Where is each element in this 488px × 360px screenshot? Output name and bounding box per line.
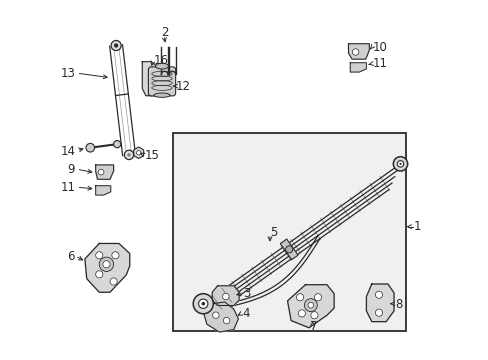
- Circle shape: [285, 246, 292, 253]
- Bar: [172, 134, 405, 330]
- Text: 15: 15: [144, 149, 160, 162]
- Circle shape: [102, 261, 110, 268]
- Circle shape: [399, 163, 401, 165]
- Circle shape: [98, 169, 104, 175]
- Circle shape: [375, 309, 382, 316]
- Polygon shape: [287, 285, 333, 328]
- Circle shape: [112, 252, 119, 259]
- Text: 14: 14: [60, 145, 75, 158]
- Circle shape: [86, 143, 94, 152]
- Text: 7: 7: [309, 320, 317, 333]
- Circle shape: [114, 43, 118, 48]
- Circle shape: [314, 294, 321, 301]
- Circle shape: [99, 257, 113, 271]
- Ellipse shape: [155, 63, 168, 69]
- Circle shape: [296, 294, 303, 301]
- Circle shape: [212, 312, 219, 319]
- Circle shape: [352, 49, 358, 55]
- Text: 11: 11: [372, 57, 387, 70]
- Polygon shape: [85, 243, 129, 292]
- Circle shape: [198, 299, 207, 309]
- Circle shape: [298, 310, 305, 317]
- Polygon shape: [366, 284, 393, 321]
- Text: 10: 10: [372, 41, 387, 54]
- Circle shape: [307, 302, 313, 308]
- Circle shape: [96, 252, 102, 259]
- Polygon shape: [348, 44, 368, 59]
- Text: 1: 1: [413, 220, 420, 233]
- Circle shape: [396, 161, 403, 167]
- Circle shape: [113, 140, 121, 148]
- Circle shape: [392, 157, 407, 171]
- Circle shape: [222, 293, 228, 300]
- Text: 8: 8: [394, 298, 402, 311]
- Text: 3: 3: [242, 287, 249, 300]
- Circle shape: [110, 278, 117, 285]
- Bar: [280, 239, 298, 260]
- Circle shape: [375, 291, 382, 298]
- Text: 5: 5: [269, 226, 277, 239]
- Polygon shape: [203, 302, 238, 332]
- Text: 9: 9: [68, 163, 75, 176]
- Polygon shape: [349, 63, 366, 72]
- Circle shape: [127, 153, 131, 157]
- Text: 4: 4: [242, 307, 250, 320]
- Text: 13: 13: [60, 67, 75, 80]
- Text: 11: 11: [60, 181, 75, 194]
- Circle shape: [124, 150, 133, 159]
- Text: 6: 6: [66, 249, 74, 262]
- Polygon shape: [96, 165, 113, 179]
- FancyBboxPatch shape: [148, 67, 175, 96]
- Circle shape: [310, 312, 317, 319]
- Circle shape: [201, 302, 204, 306]
- Polygon shape: [212, 286, 239, 306]
- Text: 2: 2: [161, 26, 168, 39]
- Polygon shape: [142, 62, 162, 96]
- Polygon shape: [96, 186, 110, 195]
- Text: 16: 16: [154, 54, 169, 67]
- Circle shape: [223, 318, 229, 324]
- Ellipse shape: [154, 93, 170, 97]
- Text: 12: 12: [175, 80, 190, 93]
- Polygon shape: [109, 45, 135, 156]
- Circle shape: [149, 74, 156, 81]
- Circle shape: [136, 150, 141, 155]
- Circle shape: [111, 41, 121, 50]
- Circle shape: [96, 271, 102, 278]
- Circle shape: [304, 299, 317, 312]
- Circle shape: [193, 294, 213, 314]
